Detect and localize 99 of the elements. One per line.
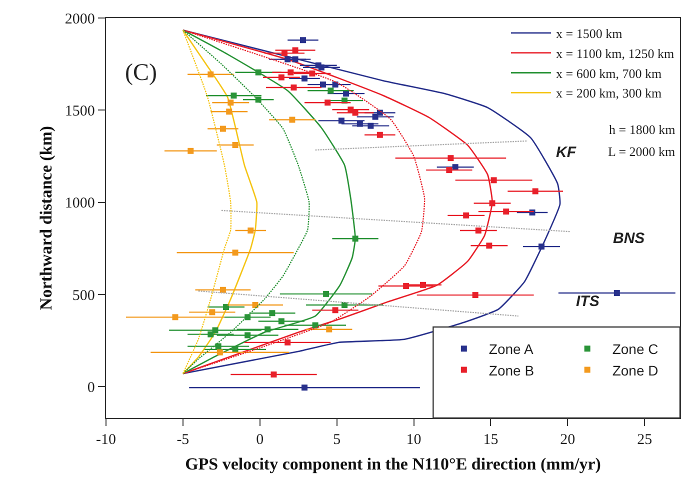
y-tick-label: 1000 bbox=[64, 196, 95, 212]
point bbox=[324, 100, 331, 106]
point bbox=[486, 242, 492, 249]
point bbox=[278, 74, 284, 80]
legend-label: x = 200 km, 300 km bbox=[556, 86, 662, 101]
point bbox=[343, 90, 350, 97]
legend-label: x = 1500 km bbox=[556, 26, 622, 42]
point bbox=[208, 331, 214, 338]
point bbox=[332, 82, 338, 88]
legend-label: Zone D bbox=[612, 362, 658, 378]
point bbox=[209, 309, 216, 316]
x-tick-label: 10 bbox=[406, 432, 422, 448]
point bbox=[446, 167, 452, 174]
point bbox=[208, 71, 214, 78]
x-tick-label: 20 bbox=[560, 432, 576, 448]
point bbox=[302, 384, 308, 391]
x-tick-label: 15 bbox=[483, 432, 498, 448]
point bbox=[216, 349, 223, 356]
x-axis-title: GPS velocity component in the N110°E direction (mm/yr) bbox=[185, 454, 601, 474]
point bbox=[244, 332, 251, 338]
point bbox=[226, 108, 232, 115]
point bbox=[420, 282, 426, 288]
point bbox=[292, 56, 298, 62]
point bbox=[223, 304, 230, 310]
point bbox=[282, 50, 288, 56]
point bbox=[292, 47, 298, 54]
point bbox=[228, 100, 234, 106]
point bbox=[232, 250, 238, 256]
y-tick-label: 1500 bbox=[64, 103, 95, 120]
point bbox=[312, 322, 318, 328]
legend-label: Zone A bbox=[488, 341, 534, 358]
point bbox=[212, 327, 218, 334]
point bbox=[220, 126, 226, 132]
point bbox=[352, 110, 358, 116]
point bbox=[278, 318, 284, 324]
annotation: L = 2000 km bbox=[608, 144, 676, 159]
point bbox=[284, 339, 291, 346]
point bbox=[255, 69, 262, 76]
point bbox=[288, 69, 294, 76]
point bbox=[348, 106, 354, 113]
point bbox=[489, 200, 496, 206]
point bbox=[220, 286, 226, 293]
point bbox=[320, 82, 326, 88]
point bbox=[376, 132, 383, 138]
point bbox=[472, 292, 478, 298]
point bbox=[342, 302, 348, 308]
point bbox=[614, 290, 620, 296]
point bbox=[326, 326, 332, 332]
point bbox=[318, 64, 324, 70]
point bbox=[323, 290, 330, 297]
point bbox=[338, 118, 344, 124]
point bbox=[372, 114, 378, 120]
legend-label: x = 1100 km, 1250 km bbox=[556, 46, 674, 61]
legend-label: Zone B bbox=[488, 362, 534, 378]
legend-label: x = 600 km, 700 km bbox=[556, 66, 662, 81]
point bbox=[232, 346, 238, 352]
point bbox=[232, 142, 238, 148]
point bbox=[248, 228, 254, 234]
point bbox=[503, 208, 510, 215]
point bbox=[172, 314, 178, 320]
point bbox=[284, 56, 291, 62]
y-tick-label: 2000 bbox=[64, 11, 95, 28]
y-tick-label: 0 bbox=[87, 380, 95, 396]
annotation: ITS bbox=[576, 293, 600, 310]
point bbox=[352, 236, 358, 242]
point bbox=[289, 116, 296, 123]
annotation: (C) bbox=[125, 60, 157, 86]
point bbox=[356, 120, 363, 127]
point bbox=[270, 372, 277, 378]
annotation: KF bbox=[556, 144, 577, 161]
x-tick-label: 5 bbox=[333, 432, 341, 448]
point bbox=[302, 75, 308, 82]
point bbox=[300, 37, 306, 44]
y-axis-title: Northward distance (km) bbox=[36, 126, 56, 310]
point bbox=[290, 84, 297, 90]
point bbox=[332, 307, 338, 314]
x-tick-label: 0 bbox=[256, 432, 264, 448]
point bbox=[328, 88, 334, 94]
point bbox=[475, 228, 482, 234]
annotation: BNS bbox=[613, 230, 645, 247]
x-tick-label: 25 bbox=[637, 432, 652, 448]
legend-label: Zone C bbox=[612, 341, 658, 358]
x-tick-label: -10 bbox=[96, 432, 116, 448]
point bbox=[448, 155, 454, 162]
y-tick-label: 500 bbox=[72, 288, 95, 304]
point bbox=[230, 92, 237, 99]
point bbox=[490, 177, 497, 184]
point bbox=[264, 326, 271, 332]
point bbox=[215, 343, 222, 350]
point bbox=[252, 302, 258, 308]
point bbox=[269, 310, 276, 316]
point bbox=[188, 148, 194, 154]
point bbox=[538, 244, 544, 250]
point bbox=[463, 212, 470, 218]
point bbox=[368, 122, 374, 129]
annotation: h = 1800 km bbox=[609, 122, 676, 137]
x-tick-label: -5 bbox=[176, 432, 190, 448]
point bbox=[403, 283, 410, 290]
point bbox=[532, 188, 538, 194]
